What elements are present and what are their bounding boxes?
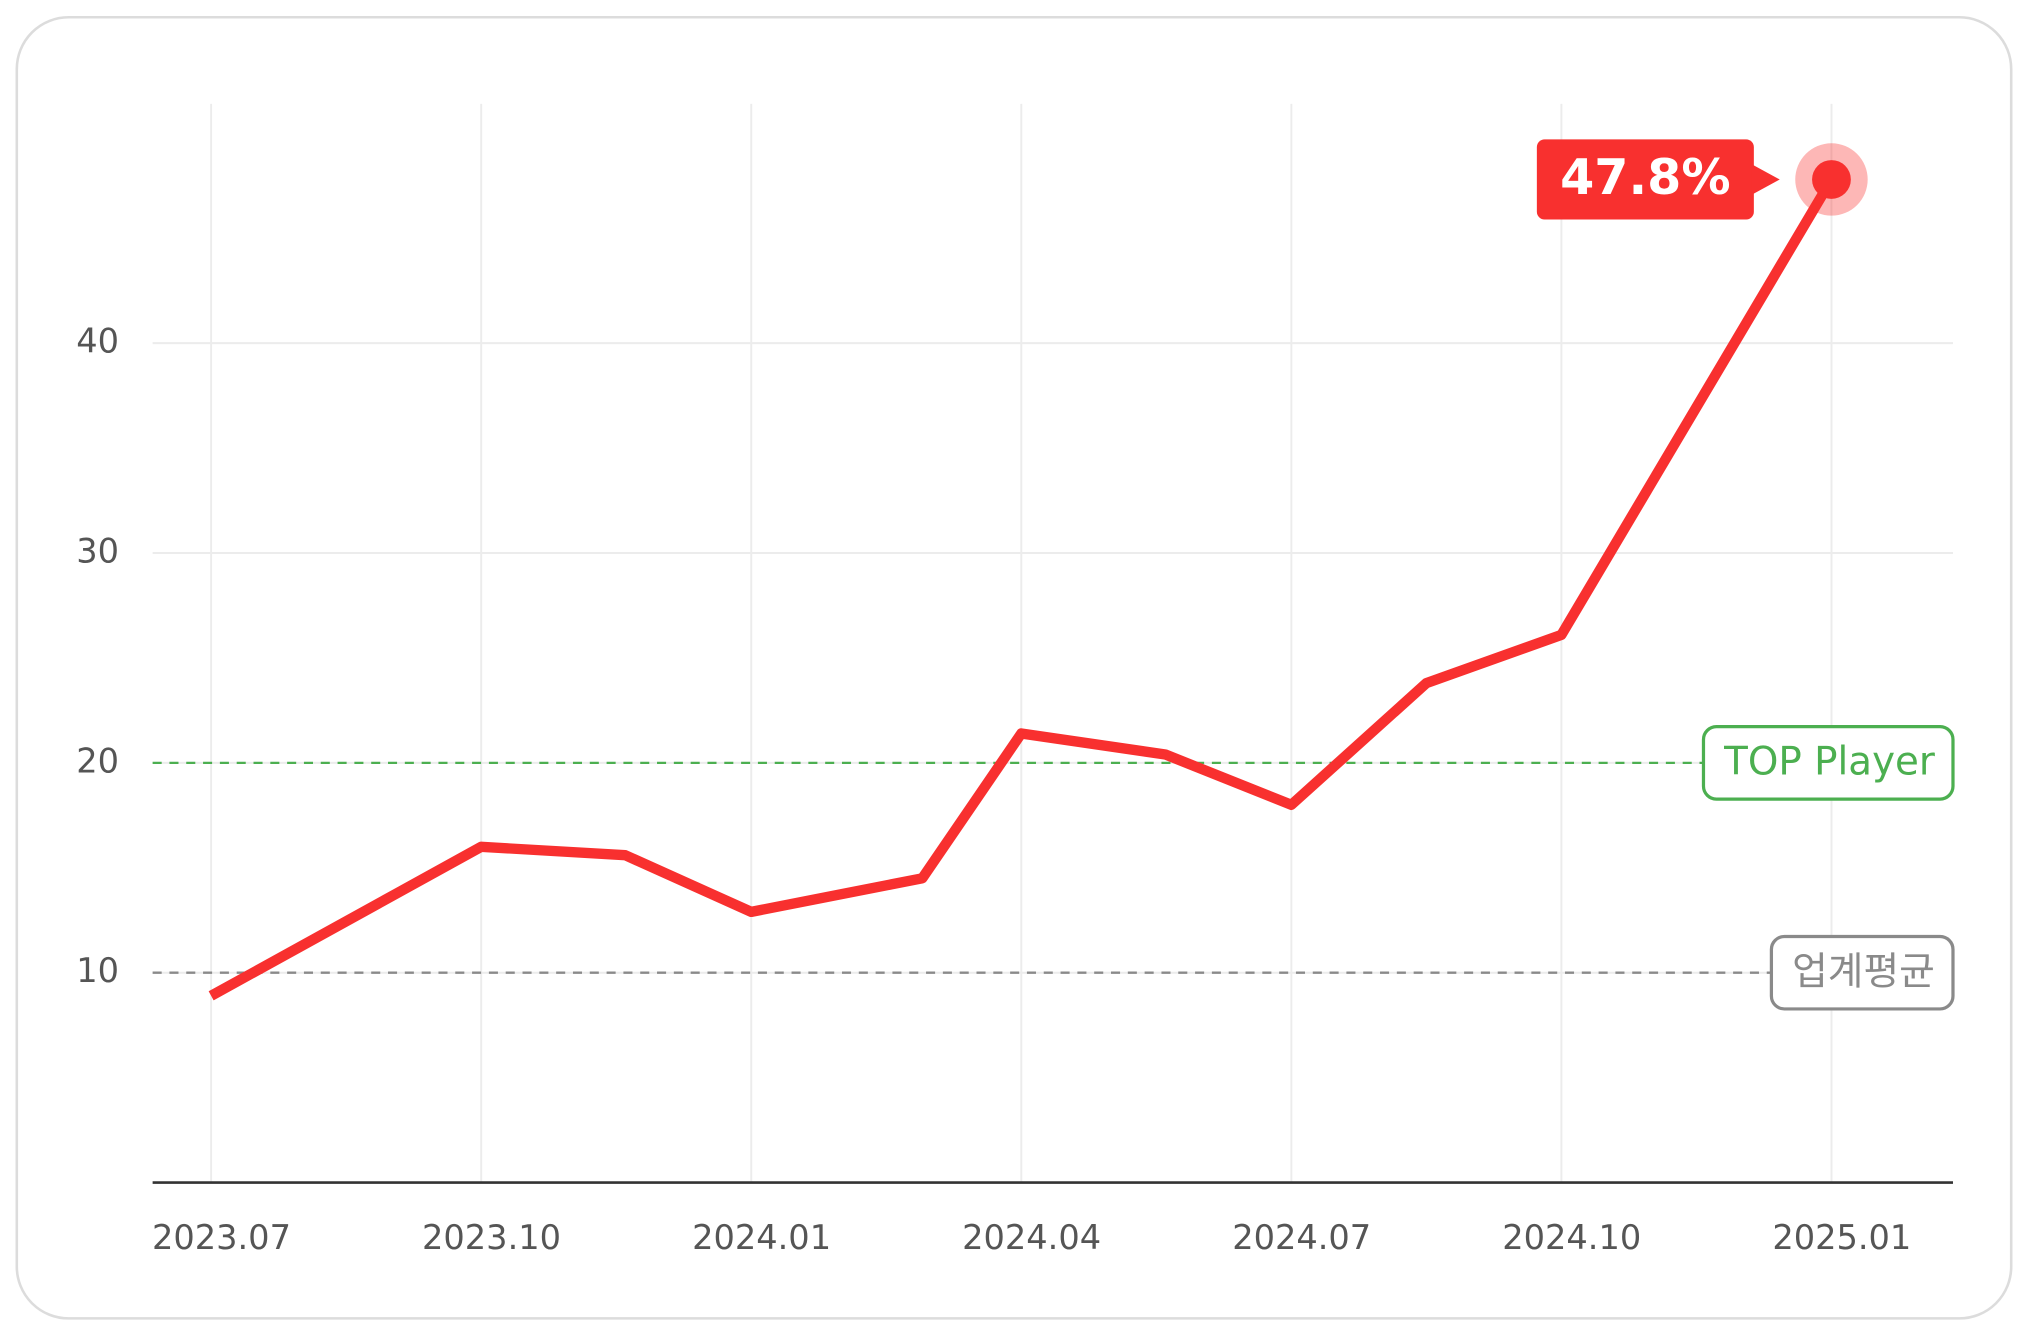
- x-tick-label: 2023.07: [152, 1218, 291, 1257]
- x-tick-label: 2025.01: [1772, 1218, 1911, 1257]
- y-tick-label: 20: [76, 741, 119, 780]
- value-label-box: [1536, 139, 1754, 220]
- y-tick-label: 40: [76, 322, 119, 361]
- reference-label-box: [1769, 934, 1955, 1011]
- x-tick-label: 2024.01: [692, 1218, 831, 1257]
- reference-label: 업계평균: [1792, 950, 1935, 995]
- line: [208, 176, 1836, 1001]
- reference-label-box: [1701, 725, 1955, 801]
- x-tick-label: 2024.07: [1232, 1218, 1371, 1257]
- value-label-pointer: [1751, 163, 1780, 195]
- reference-label: TOP Player: [1723, 740, 1935, 785]
- y-tick-label: 10: [76, 951, 119, 990]
- point: [1812, 160, 1851, 199]
- x-tick-label: 2023.10: [422, 1218, 561, 1257]
- x-tick-label: 2024.04: [962, 1218, 1101, 1257]
- y-tick-label: 30: [76, 532, 119, 571]
- value-label: 47.8%: [1560, 148, 1730, 206]
- x-tick-label: 2024.10: [1502, 1218, 1641, 1257]
